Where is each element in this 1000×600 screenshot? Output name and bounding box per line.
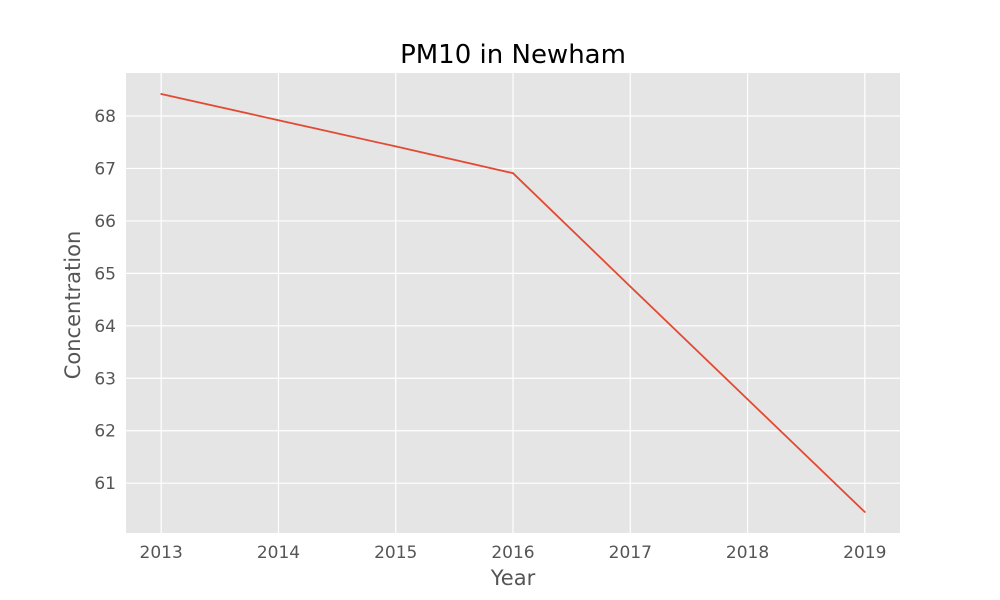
y-tick-labels: 61 62 63 64 65 66 67 68 — [94, 107, 116, 494]
y-tick-label: 65 — [94, 264, 116, 284]
chart-title: PM10 in Newham — [400, 40, 626, 70]
grid-lines — [126, 73, 900, 533]
y-tick-label: 62 — [94, 422, 116, 442]
data-point — [629, 285, 632, 288]
x-tick-label: 2016 — [491, 543, 534, 563]
x-tick-label: 2013 — [140, 543, 183, 563]
x-tick-label: 2017 — [609, 543, 652, 563]
data-point — [394, 145, 397, 148]
x-axis-label: Year — [490, 566, 536, 590]
data-point — [863, 511, 866, 513]
x-tick-label: 2018 — [726, 543, 769, 563]
data-point — [160, 93, 163, 95]
y-tick-label: 63 — [94, 369, 116, 389]
x-tick-label: 2015 — [374, 543, 417, 563]
y-tick-label: 61 — [94, 474, 116, 494]
y-tick-label: 67 — [94, 159, 116, 179]
y-tick-label: 64 — [94, 317, 116, 337]
y-axis-label: Concentration — [61, 231, 85, 380]
data-point — [512, 172, 514, 175]
y-tick-label: 66 — [94, 212, 116, 232]
data-point — [277, 119, 280, 122]
x-tick-label: 2019 — [843, 543, 886, 563]
x-tick-labels: 2013 2014 2015 2016 2017 2018 2019 — [140, 543, 887, 563]
data-point — [746, 398, 749, 401]
y-tick-label: 68 — [94, 107, 116, 127]
x-tick-label: 2014 — [257, 543, 300, 563]
series-group — [160, 93, 866, 513]
